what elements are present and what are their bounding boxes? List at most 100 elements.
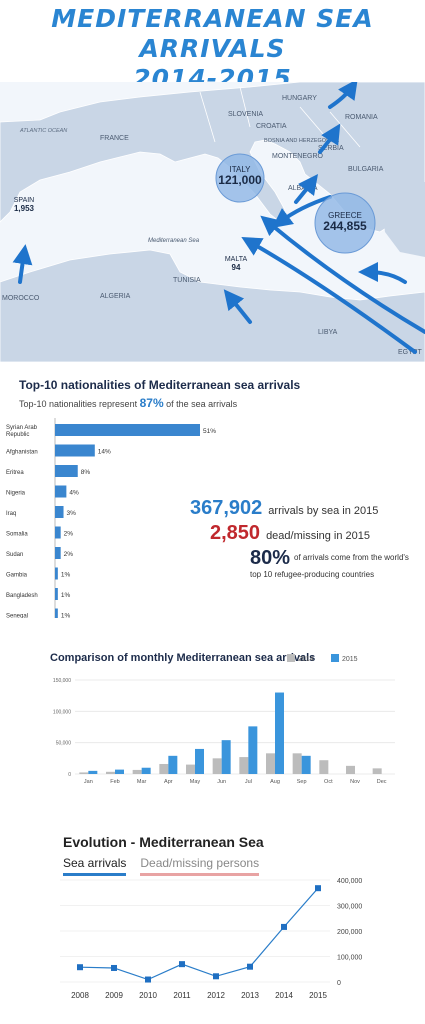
nat-category-label: Gambia (6, 573, 28, 579)
map-arrival-country-italy: ITALY (229, 165, 251, 174)
map-label-bulgaria: BULGARIA (348, 166, 384, 173)
evo-point (281, 923, 287, 930)
monthly-bar-2014 (372, 768, 382, 774)
arrow-to-malta (223, 289, 252, 324)
monthly-bar-2014 (186, 764, 195, 774)
evo-ytick-label: 200,000 (337, 929, 362, 936)
monthly-bar-2015 (248, 726, 258, 774)
key-stats: 367,902 arrivals by sea in 2015 2,850 de… (190, 497, 420, 580)
nat-value-label: 3% (67, 510, 77, 517)
monthly-ytick-label: 50,000 (56, 741, 72, 747)
dead-value: 2,850 (210, 522, 261, 544)
nat-bar (55, 444, 95, 457)
arrow-egypt-italy (260, 215, 425, 334)
stat-dead: 2,850 dead/missing in 2015 (210, 522, 420, 545)
arrow-to-montenegro (294, 174, 319, 204)
nat-bar (55, 424, 200, 436)
dead-label: dead/missing in 2015 (266, 530, 371, 542)
nat-category-label: Somalia (6, 532, 28, 538)
tab-dead-missing[interactable]: Dead/missing persons (140, 856, 260, 876)
pct-value: 80% (250, 547, 291, 569)
evo-xtick-label: 2015 (309, 991, 327, 1000)
monthly-xtick-label: Mar (137, 779, 147, 785)
evo-xtick-label: 2008 (71, 991, 89, 1000)
nationalities-title: Top-10 nationalities of Mediterranean se… (19, 378, 301, 392)
arrow-to-serbia (318, 123, 341, 154)
evolution-title: Evolution - Mediterranean Sea (63, 834, 264, 850)
monthly-ytick-label: 150,000 (53, 678, 71, 684)
map-label-tunisia: TUNISIA (173, 277, 201, 284)
nat-value-label: 8% (81, 469, 91, 476)
nat-value-label: 1% (61, 592, 71, 599)
monthly-xtick-label: Aug (270, 779, 280, 785)
nat-value-label: 4% (69, 490, 79, 497)
evo-xtick-label: 2010 (139, 991, 157, 1000)
map-arrival-country-malta: MALTA (225, 256, 248, 263)
map-arrival-value-greece: 244,855 (323, 219, 367, 233)
arrow-to-hungary (328, 82, 358, 109)
nat-category-label: Senegal (6, 614, 28, 619)
subtitle-pct: 87% (139, 396, 164, 410)
evo-point (213, 973, 219, 980)
nat-category-label: Sudan (6, 552, 23, 558)
ocean-label: ATLANTIC OCEAN (19, 128, 67, 134)
arrivals-map: FRANCE HUNGARY ROMANIA SLOVENIA CROATIA BOSNI… (0, 82, 425, 362)
legend-label-2014: 2014 (298, 656, 314, 663)
nat-bar (55, 547, 61, 559)
monthly-bar-2015 (115, 769, 124, 774)
nat-value-label: 2% (64, 551, 74, 558)
monthly-bar-2015 (141, 767, 151, 774)
monthly-xtick-label: Jun (217, 779, 226, 785)
nat-bar (55, 608, 58, 618)
pct-label-line1: of arrivals come from the world's (294, 553, 409, 562)
monthly-bar-2015 (88, 770, 98, 774)
nat-bar (55, 465, 78, 477)
nat-bar (55, 588, 58, 600)
map-label-hungary: HUNGARY (282, 95, 317, 102)
nat-bar (55, 526, 61, 539)
migration-arrows (12, 82, 425, 354)
nat-bar (55, 567, 58, 580)
monthly-bar-2015 (168, 755, 178, 774)
nationalities-subtitle: Top-10 nationalities represent 87% of th… (19, 396, 237, 410)
map-label-romania: ROMANIA (345, 114, 378, 121)
evo-point (315, 885, 321, 892)
nat-value-label: 1% (61, 613, 71, 619)
country-borders (199, 86, 361, 148)
tab-sea-arrivals[interactable]: Sea arrivals (63, 856, 127, 876)
map-label-morocco: MOROCCO (2, 295, 40, 302)
turkey-land (380, 182, 425, 257)
evo-ytick-label: 400,000 (337, 878, 362, 885)
map-label-france: FRANCE (100, 135, 129, 142)
evo-ytick-label: 0 (337, 980, 341, 987)
monthly-bar-2014 (132, 769, 142, 774)
map-label-bosnia-and-herzegovina: BOSNIA AND HERZEGOVINA (264, 138, 339, 144)
monthly-xtick-label: Nov (350, 779, 360, 785)
monthly-xtick-label: Apr (164, 779, 173, 785)
evo-point (179, 961, 185, 968)
evolution-line-chart: 0 100,000 200,000 300,000 400,000 2008 2009 201… (60, 878, 362, 1000)
subtitle-pre: Top-10 nationalities represent (19, 399, 138, 409)
arrow-to-greece (358, 262, 407, 284)
arrivals-label: arrivals by sea in 2015 (268, 505, 379, 517)
nat-category-label: Nigeria (6, 491, 26, 497)
monthly-xtick-label: Feb (110, 779, 119, 785)
nat-value-label: 2% (64, 531, 74, 538)
monthly-title: Comparison of monthly Mediterranean sea … (50, 652, 316, 664)
evo-point (247, 963, 253, 970)
pct-label: of arrivals come from the world's (294, 547, 409, 563)
monthly-bar-2014 (106, 771, 115, 774)
monthly-bar-chart: 2014 2015 0 50,000 100,000 150,000 Jan Feb Mar Ap… (53, 654, 395, 785)
legend-swatch-2015 (331, 654, 339, 662)
map-label-croatia: CROATIA (256, 123, 287, 130)
nat-bar (55, 485, 67, 498)
nat-category-label: Syrian Arab (6, 425, 38, 431)
monthly-bar-2015 (221, 740, 231, 774)
monthly-bar-2015 (301, 755, 311, 774)
map-arrival-value-italy: 121,000 (218, 173, 262, 187)
map-arrival-value-malta: 94 (232, 263, 241, 272)
map-arrival-value-spain: 1,953 (14, 204, 35, 213)
monthly-bar-2014 (346, 765, 355, 774)
sea-label: Mediterranean Sea (148, 238, 200, 244)
evo-ytick-label: 100,000 (337, 955, 362, 962)
